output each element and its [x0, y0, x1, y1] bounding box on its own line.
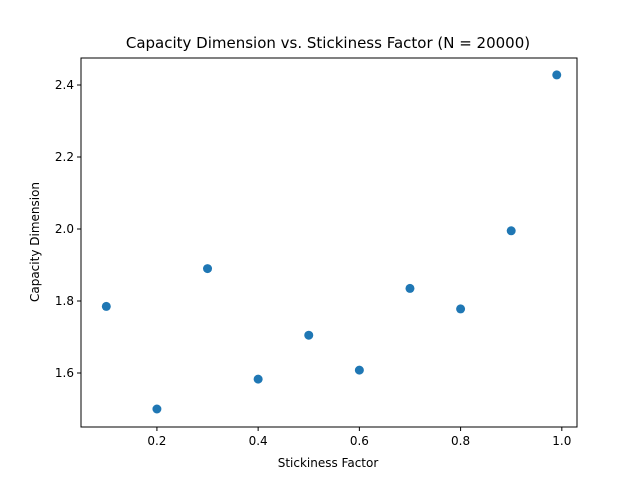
- y-axis-label: Capacity Dimension: [28, 182, 42, 302]
- x-axis-label: Stickiness Factor: [278, 456, 379, 470]
- data-point: [203, 264, 213, 274]
- x-tick-label: 1.0: [552, 434, 571, 448]
- y-tick-label: 1.6: [55, 366, 74, 380]
- data-point: [552, 70, 562, 80]
- y-tick-label: 1.8: [55, 294, 74, 308]
- data-point: [405, 283, 415, 293]
- data-point: [253, 374, 263, 384]
- y-tick-label: 2.2: [55, 150, 74, 164]
- plot-area: 0.2 0.4 0.6 0.8 1.0 1.6 1.8 2.0 2.2 2.4: [55, 57, 578, 448]
- data-point: [152, 404, 162, 414]
- x-axis-ticks: 0.2 0.4 0.6 0.8 1.0: [147, 427, 571, 448]
- axes-frame: [80, 57, 578, 428]
- x-tick-label: 0.6: [350, 434, 369, 448]
- data-point: [101, 301, 111, 311]
- y-tick-label: 2.0: [55, 222, 74, 236]
- chart-title: Capacity Dimension vs. Stickiness Factor…: [126, 34, 530, 52]
- x-tick-label: 0.8: [451, 434, 470, 448]
- y-axis-ticks: 1.6 1.8 2.0 2.2 2.4: [55, 78, 81, 380]
- y-tick-label: 2.4: [55, 78, 74, 92]
- x-tick-label: 0.2: [147, 434, 166, 448]
- data-point: [354, 365, 364, 375]
- data-point: [304, 330, 314, 340]
- x-tick-label: 0.4: [249, 434, 268, 448]
- data-points: [101, 70, 562, 414]
- data-point: [506, 226, 516, 236]
- data-point: [456, 304, 466, 314]
